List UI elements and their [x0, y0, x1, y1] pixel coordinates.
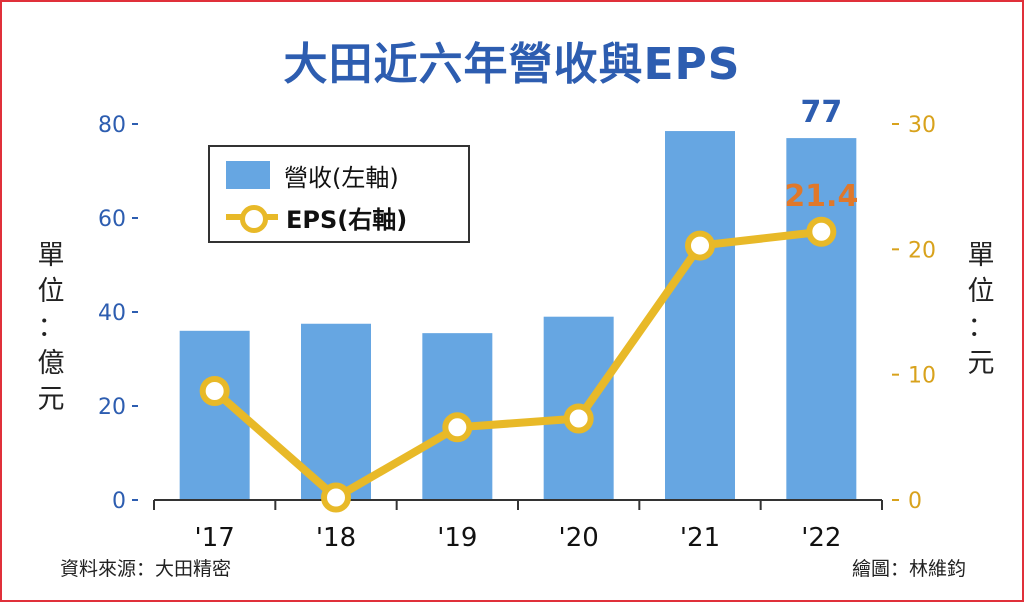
eps-point [442, 412, 473, 443]
legend-label-revenue: 營收(左軸) [284, 163, 399, 192]
eps-point [563, 403, 594, 434]
left-axis-tick-label: 60 [98, 207, 126, 232]
x-axis-category-label: '19 [437, 523, 477, 553]
chart-title: 大田近六年營收與EPS [283, 39, 741, 90]
legend-item-revenue: 營收(左軸) [226, 157, 399, 193]
legend-item-eps: EPS(右軸) [226, 199, 407, 235]
x-axis-category-label: '18 [316, 523, 356, 553]
left-axis-tick-label: 80 [98, 113, 126, 138]
eps-data-label: 21.4 [784, 179, 858, 214]
x-axis-category-label: '21 [680, 523, 720, 553]
source-note: 資料來源：大田精密 [60, 558, 232, 580]
right-axis-tick-label: 30 [908, 113, 936, 138]
chart-legend: 營收(左軸) EPS(右軸) [208, 145, 470, 243]
right-axis-tick-label: 20 [908, 238, 936, 263]
legend-bar-swatch [226, 161, 270, 189]
revenue-bar [301, 323, 371, 500]
revenue-bar [665, 131, 735, 501]
x-axis-category-label: '22 [801, 523, 841, 553]
legend-label-eps: EPS(右軸) [286, 205, 408, 234]
eps-point [685, 230, 715, 261]
left-axis-tick-label: 0 [112, 489, 126, 514]
left-axis-unit: 單 位 ： 億 元 [37, 240, 65, 415]
left-axis-tick-label: 20 [98, 395, 126, 420]
revenue-data-label: 77 [800, 95, 842, 130]
right-axis-tick-label: 0 [908, 489, 922, 514]
revenue-bar [786, 138, 857, 500]
eps-point [806, 216, 837, 247]
eps-point [199, 375, 230, 406]
eps-point [321, 482, 351, 513]
right-axis-tick-label: 10 [908, 364, 936, 389]
x-axis-category-label: '20 [559, 523, 599, 553]
eps-line [212, 227, 822, 502]
right-axis-unit: 單 位 ： 元 [967, 240, 995, 379]
left-axis-tick-label: 40 [98, 301, 126, 326]
legend-line-swatch [226, 203, 278, 233]
credit-note: 繪圖：林維鈞 [851, 558, 966, 580]
x-axis-category-label: '17 [195, 523, 235, 553]
